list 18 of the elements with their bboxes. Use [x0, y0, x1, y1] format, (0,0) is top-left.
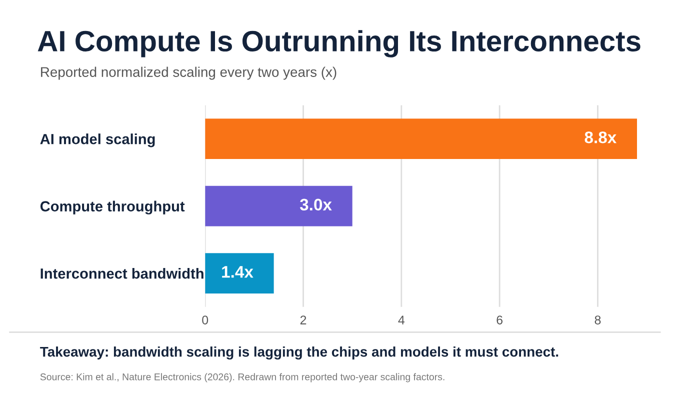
bar [205, 186, 352, 226]
data-label: 8.8x [584, 131, 617, 144]
text: Takeaway: bandwidth scaling is lagging the chips and models it must connect. [40, 346, 558, 360]
chart-subtitle: Reported normalized scaling every two years (x) [41, 66, 336, 80]
data-label: 1.4x [222, 266, 254, 278]
chart-title: AI Compute Is Outrunning Its Interconnects [38, 30, 640, 58]
y-tick-label: Compute throughput [40, 200, 185, 214]
data-label: 3.0x [300, 198, 332, 211]
source-note: Source: Kim et al., Nature Electronics (2026). Redrawn from reported two-year scaling factors. [40, 373, 444, 382]
x-tick-label: 8 [594, 316, 601, 324]
y-tick-label: AI model scaling [40, 134, 155, 148]
bar [205, 253, 274, 294]
x-tick-label: 2 [300, 316, 306, 324]
bar [205, 118, 637, 159]
y-tick-label: Interconnect bandwidth [40, 268, 204, 279]
x-tick-label: 6 [496, 316, 503, 324]
x-tick-label: 0 [202, 316, 208, 324]
x-tick-label: 4 [398, 316, 405, 324]
